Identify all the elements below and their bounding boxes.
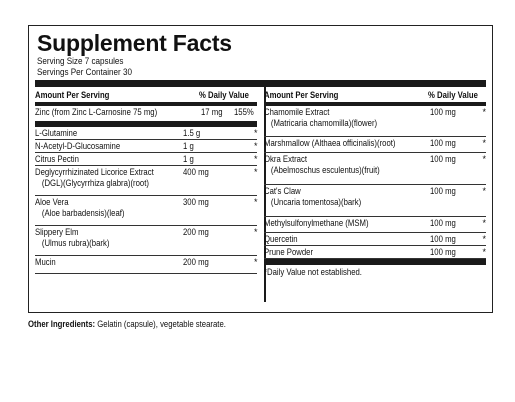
- ingredient-amount: 100 mg: [430, 154, 456, 164]
- ingredient-name: N-Acetyl-D-Glucosamine: [35, 141, 121, 151]
- right-header-amount: Amount Per Serving: [264, 89, 339, 100]
- ingredient-amount: 200 mg: [183, 227, 210, 237]
- ingredient-dv: *: [253, 167, 258, 177]
- ingredient-dv: *: [253, 227, 258, 237]
- zinc-name: Zinc (from Zinc L-Carnosine 75 mg): [35, 107, 158, 117]
- ingredient-source: (Aloe barbadensis)(leaf): [41, 208, 125, 218]
- ingredient-name: Chamomile Extract: [264, 107, 330, 117]
- left-column: Amount Per Serving % Daily Value Zinc (f…: [35, 87, 258, 302]
- ingredient-row: Quercetin 100 mg *: [264, 233, 486, 246]
- column-divider: [264, 87, 266, 302]
- ingredient-name: Aloe Vera: [35, 197, 69, 207]
- left-header-row: Amount Per Serving % Daily Value: [35, 87, 258, 106]
- left-separator-band: [35, 121, 258, 127]
- ingredient-name: Mucin: [35, 257, 56, 267]
- ingredient-name: Okra Extract: [264, 154, 308, 164]
- panel-title: Supplement Facts: [37, 30, 232, 56]
- ingredient-dv: *: [253, 128, 258, 138]
- ingredient-name: L-Glutamine: [35, 128, 78, 138]
- ingredient-name: Citrus Pectin: [35, 154, 79, 164]
- serving-size: Serving Size 7 capsules: [37, 56, 124, 66]
- ingredient-row: Methylsulfonylmethane (MSM) 100 mg *: [264, 217, 486, 233]
- ingredient-amount: 300 mg: [183, 197, 210, 207]
- ingredient-amount: 1.5 g: [183, 128, 201, 138]
- right-header-dv: % Daily Value: [428, 89, 478, 100]
- zinc-dv: 155%: [234, 107, 255, 117]
- ingredient-dv: *: [253, 257, 258, 267]
- ingredient-row: Deglycyrrhizinated Licorice Extract (DGL)…: [35, 166, 258, 196]
- ingredient-name: Slippery Elm: [35, 227, 79, 237]
- ingredient-dv: *: [253, 141, 258, 151]
- zinc-row: Zinc (from Zinc L-Carnosine 75 mg) 17 mg…: [35, 106, 257, 121]
- supplement-facts-panel: Supplement Facts Serving Size 7 capsules…: [28, 25, 493, 313]
- ingredient-dv: *: [253, 197, 258, 207]
- ingredient-amount: 100 mg: [430, 186, 456, 196]
- ingredient-amount: 100 mg: [430, 247, 456, 257]
- ingredient-row: Mucin 200 mg *: [35, 256, 258, 274]
- ingredient-row: Cat's Claw (Uncaria tomentosa)(bark) 100 m…: [264, 185, 486, 217]
- ingredient-amount: 1 g: [183, 141, 195, 151]
- facts-columns: Amount Per Serving % Daily Value Zinc (f…: [35, 87, 486, 302]
- left-header-dv: % Daily Value: [199, 89, 250, 100]
- ingredient-row: Okra Extract (Abelmoschus esculentus)(fru…: [264, 153, 486, 185]
- right-header-row: Amount Per Serving % Daily Value: [264, 87, 486, 106]
- ingredient-row: Slippery Elm (Ulmus rubra)(bark) 200 mg *: [35, 226, 258, 256]
- ingredient-amount: 100 mg: [430, 234, 456, 244]
- ingredient-dv: *: [482, 138, 486, 148]
- ingredient-row: Marshmallow (Althaea officinalis)(root) 1…: [264, 137, 486, 153]
- ingredient-dv: *: [482, 186, 486, 196]
- ingredient-source: (Abelmoschus esculentus)(fruit): [271, 165, 381, 175]
- ingredient-name: Prune Powder: [264, 247, 314, 257]
- dv-footnote: *Daily Value not established.: [264, 267, 363, 277]
- ingredient-dv: *: [482, 247, 486, 257]
- ingredient-name: Methylsulfonylmethane (MSM): [264, 218, 370, 228]
- top-divider-bar: [35, 80, 486, 87]
- ingredient-amount: 400 mg: [183, 167, 210, 177]
- zinc-amount: 17 mg: [201, 107, 223, 117]
- other-ingredients: Other Ingredients: Gelatin (capsule), ve…: [28, 319, 258, 329]
- ingredient-row: Chamomile Extract (Matricaria chamomilla)…: [264, 106, 486, 137]
- ingredient-dv: *: [482, 154, 486, 164]
- ingredient-amount: 100 mg: [430, 138, 456, 148]
- ingredient-source: (Ulmus rubra)(bark): [41, 238, 110, 248]
- left-rows: L-Glutamine 1.5 g * N-Acetyl-D-Glucosamine 1…: [35, 127, 258, 274]
- ingredient-dv: *: [482, 107, 486, 117]
- ingredient-amount: 100 mg: [430, 107, 456, 117]
- right-separator-band: [264, 259, 486, 265]
- right-column: Amount Per Serving % Daily Value Chamomi…: [264, 87, 486, 302]
- left-header-amount: Amount Per Serving: [35, 89, 110, 100]
- ingredient-row: N-Acetyl-D-Glucosamine 1 g *: [35, 140, 258, 153]
- ingredient-dv: *: [482, 234, 486, 244]
- ingredient-source: (Uncaria tomentosa)(bark): [271, 197, 362, 207]
- ingredient-name: Quercetin: [264, 234, 299, 244]
- ingredient-row: Citrus Pectin 1 g *: [35, 153, 258, 166]
- ingredient-amount: 100 mg: [430, 218, 456, 228]
- ingredient-source: (DGL)(Glycyrrhiza glabra)(root): [41, 178, 149, 188]
- right-rows: Chamomile Extract (Matricaria chamomilla)…: [264, 106, 486, 259]
- ingredient-amount: 1 g: [183, 154, 195, 164]
- ingredient-row: L-Glutamine 1.5 g *: [35, 127, 258, 140]
- ingredient-dv: *: [482, 218, 486, 228]
- ingredient-dv: *: [253, 154, 258, 164]
- ingredient-source: (Matricaria chamomilla)(flower): [271, 118, 378, 128]
- ingredient-name: Cat's Claw: [264, 186, 302, 196]
- ingredient-row: Prune Powder 100 mg *: [264, 246, 486, 259]
- ingredient-name: Deglycyrrhizinated Licorice Extract: [35, 167, 154, 177]
- ingredient-row: Aloe Vera (Aloe barbadensis)(leaf) 300 mg *: [35, 196, 258, 226]
- other-ingredients-text: Gelatin (capsule), vegetable stearate.: [97, 319, 226, 329]
- servings-per-container: Servings Per Container 30: [37, 67, 133, 77]
- ingredient-amount: 200 mg: [183, 257, 210, 267]
- ingredient-name: Marshmallow (Althaea officinalis)(root): [264, 138, 396, 148]
- other-ingredients-label: Other Ingredients:: [28, 319, 96, 329]
